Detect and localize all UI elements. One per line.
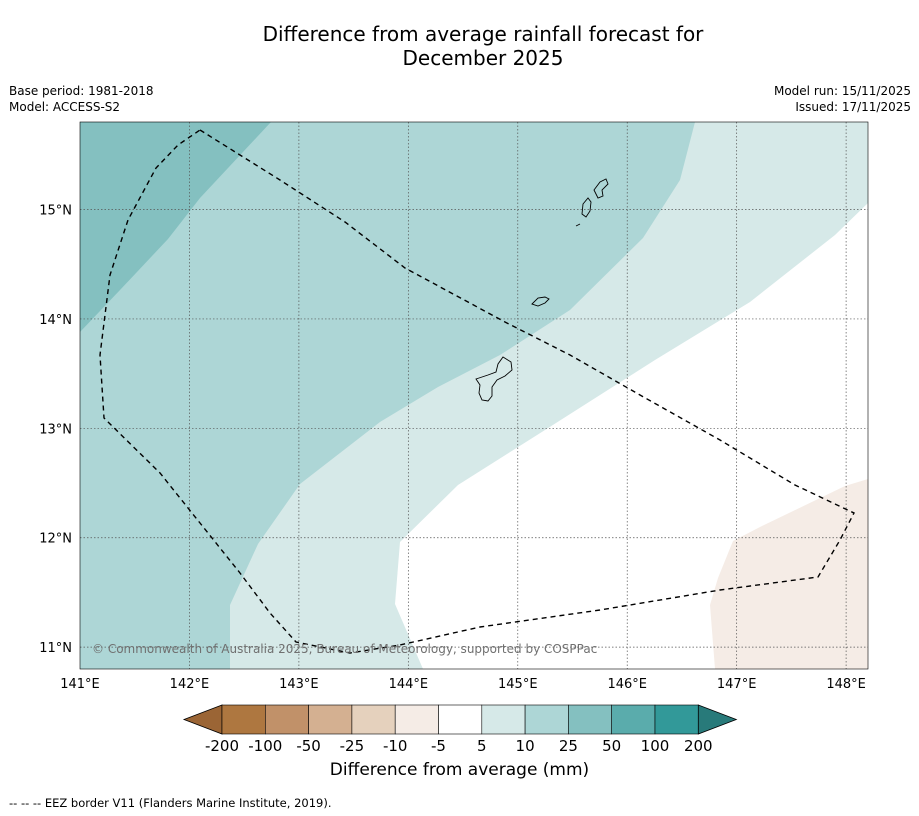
colorbar-tick-label: -100 bbox=[248, 737, 282, 755]
lon-tick-label: 144°E bbox=[389, 677, 429, 692]
coastlines bbox=[475, 178, 609, 402]
colorbar-tick-label: 50 bbox=[602, 737, 621, 755]
eez-footnote: -- -- -- EEZ border V11 (Flanders Marine… bbox=[9, 796, 332, 810]
colorbar-box bbox=[308, 704, 353, 735]
title-line-2: December 2025 bbox=[402, 46, 564, 70]
plot-frame bbox=[79, 121, 869, 670]
colorbar-box bbox=[438, 704, 483, 735]
lon-tick-label: 141°E bbox=[60, 677, 100, 692]
tinian-island bbox=[581, 197, 592, 218]
colorbar-tick-label: -10 bbox=[383, 737, 408, 755]
meta-right: Model run: 15/11/2025 Issued: 17/11/2025 bbox=[774, 83, 911, 115]
colorbar-box bbox=[264, 704, 309, 735]
model-name: Model: ACCESS-S2 bbox=[9, 100, 121, 114]
colorbar-tick-label: 200 bbox=[684, 737, 713, 755]
model-run: Model run: 15/11/2025 bbox=[773, 84, 911, 98]
lat-tick-label: 12°N bbox=[39, 532, 72, 547]
colorbar-box bbox=[524, 704, 569, 735]
lon-tick-label: 145°E bbox=[498, 677, 538, 692]
lat-tick-label: 11°N bbox=[39, 641, 72, 656]
latitude-labels: 15°N 14°N 13°N 12°N 11°N bbox=[39, 204, 72, 657]
colorbar-box bbox=[611, 704, 656, 735]
colorbar-tick-label: -50 bbox=[296, 737, 321, 755]
region-10-25mm bbox=[80, 122, 695, 669]
guam-island bbox=[475, 356, 513, 402]
longitude-labels: 141°E 142°E 143°E 144°E 145°E 146°E 147°E 148°E bbox=[60, 677, 866, 692]
colorbar-extend-low bbox=[182, 704, 223, 735]
eez-border bbox=[99, 129, 855, 654]
lon-tick-label: 148°E bbox=[826, 677, 866, 692]
lon-tick-label: 146°E bbox=[607, 677, 647, 692]
colorbar-box bbox=[481, 704, 526, 735]
colorbar-tick-label: 25 bbox=[559, 737, 578, 755]
lat-tick-label: 15°N bbox=[39, 204, 72, 219]
lon-tick-label: 143°E bbox=[279, 677, 319, 692]
aguijan-islet bbox=[575, 223, 581, 227]
region-25-50mm bbox=[80, 122, 271, 332]
colorbar-box bbox=[221, 704, 266, 735]
colorbar-box bbox=[351, 704, 396, 735]
title-line-1: Difference from average rainfall forecas… bbox=[262, 22, 704, 46]
colorbar-tick-label: -25 bbox=[340, 737, 365, 755]
lat-tick-label: 13°N bbox=[39, 422, 72, 437]
colorbar-tick-label: -200 bbox=[205, 737, 239, 755]
base-period: Base period: 1981-2018 bbox=[9, 84, 154, 98]
lon-tick-label: 147°E bbox=[717, 677, 757, 692]
colorbar-tick-label: -5 bbox=[431, 737, 446, 755]
copyright-text: © Commonwealth of Australia 2025, Bureau… bbox=[92, 642, 597, 656]
colorbar-box bbox=[568, 704, 613, 735]
colorbar-box bbox=[654, 704, 699, 735]
meta-left: Base period: 1981-2018 Model: ACCESS-S2 bbox=[9, 83, 154, 115]
colorbar: -200 -100 -50 -25 -10 -5 5 10 25 50 100 200 bbox=[182, 704, 738, 755]
rota-island bbox=[531, 296, 550, 307]
lat-tick-label: 14°N bbox=[39, 313, 72, 328]
colorbar-tick-label: 10 bbox=[516, 737, 535, 755]
gridlines bbox=[80, 122, 868, 669]
colorbar-extend-high bbox=[697, 704, 738, 735]
region-minus5-minus10mm bbox=[710, 479, 868, 669]
colorbar-tick-label: 5 bbox=[477, 737, 487, 755]
issued-date: Issued: 17/11/2025 bbox=[795, 100, 911, 114]
chart-title: Difference from average rainfall forecas… bbox=[0, 22, 919, 70]
saipan-island bbox=[593, 178, 609, 199]
lon-tick-label: 142°E bbox=[170, 677, 210, 692]
colorbar-box bbox=[394, 704, 439, 735]
colorbar-label: Difference from average (mm) bbox=[329, 760, 590, 780]
colorbar-tick-label: 100 bbox=[641, 737, 670, 755]
